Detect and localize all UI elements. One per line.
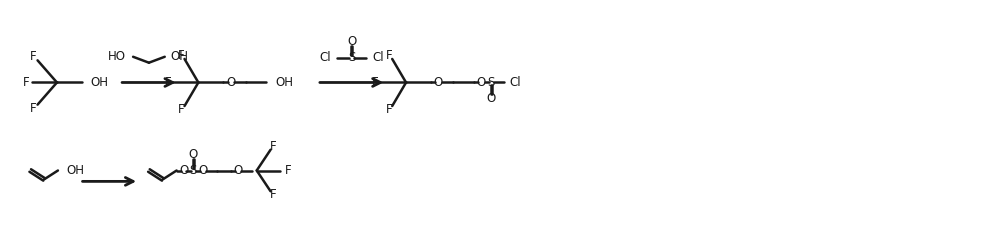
Text: O: O: [347, 35, 356, 48]
Text: S: S: [348, 51, 355, 64]
Text: F: F: [30, 50, 36, 63]
Text: OH: OH: [66, 164, 84, 177]
Text: F: F: [386, 103, 393, 116]
Text: O: O: [226, 76, 235, 89]
Text: S: S: [190, 164, 197, 177]
Text: OH: OH: [170, 50, 188, 63]
Text: O: O: [189, 148, 198, 161]
Text: S: S: [488, 76, 495, 89]
Text: O: O: [233, 164, 243, 177]
Text: O: O: [434, 76, 443, 89]
Text: F: F: [285, 164, 291, 177]
Text: F: F: [23, 76, 30, 89]
Text: F: F: [30, 102, 36, 115]
Text: OH: OH: [275, 76, 293, 89]
Text: F: F: [270, 140, 277, 153]
Text: F: F: [178, 103, 185, 116]
Text: Cl: Cl: [372, 51, 384, 64]
Text: F: F: [372, 76, 379, 89]
Text: HO: HO: [108, 50, 126, 63]
Text: O: O: [179, 164, 188, 177]
Text: F: F: [178, 49, 185, 62]
Text: O: O: [487, 92, 496, 105]
Text: O: O: [199, 164, 208, 177]
Text: Cl: Cl: [510, 76, 521, 89]
Text: O: O: [477, 76, 486, 89]
Text: OH: OH: [90, 76, 108, 89]
Text: F: F: [165, 76, 171, 89]
Text: Cl: Cl: [320, 51, 331, 64]
Text: F: F: [270, 188, 277, 201]
Text: F: F: [386, 49, 393, 62]
